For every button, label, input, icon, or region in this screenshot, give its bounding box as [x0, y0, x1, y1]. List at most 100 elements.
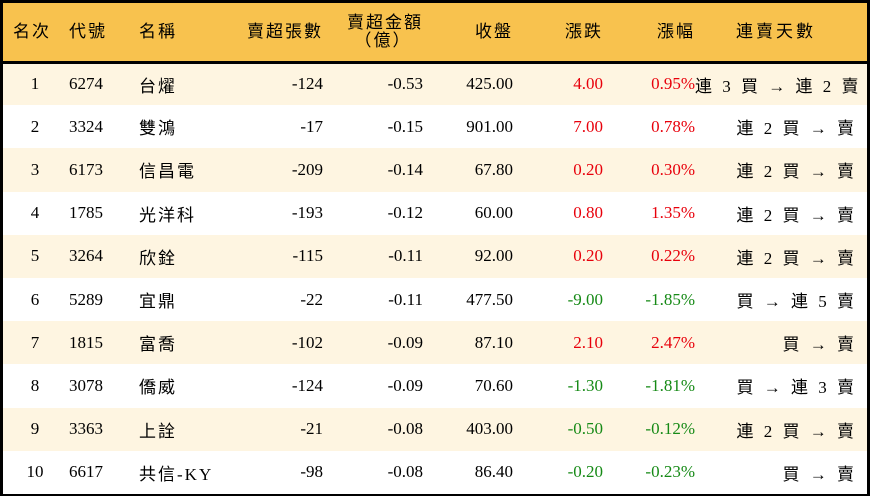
cell-change-pct: -1.85% [645, 289, 695, 309]
net-sell-ranking-table: 名次 代號 名稱 賣超張數 賣超金額 （億） 收盤 漲跌 漲幅 連賣天數 1 62… [3, 3, 867, 494]
cell-name: 光洋科 [139, 205, 196, 225]
cell-code: 6173 [69, 159, 103, 179]
cell-rank: 1 [30, 74, 40, 94]
cell-change: -9.00 [567, 289, 603, 309]
cell-code: 1785 [69, 203, 103, 223]
cell-code: 3324 [69, 116, 103, 136]
cell-net-sell-amount: -0.11 [388, 289, 423, 309]
table-row[interactable]: 1 6274 台燿 -124 -0.53 425.00 4.00 0.95% 連 3 買 → 連… [3, 62, 867, 106]
cell-change: 0.20 [573, 159, 603, 179]
cell-code: 1815 [69, 332, 103, 352]
cell-name: 共信-KY [139, 464, 214, 484]
header-code: 代號 [69, 21, 107, 41]
cell-streak: 連 2 買 → 賣 [736, 205, 857, 225]
header-net-sell-amount-line2: （億） [354, 30, 412, 50]
cell-close: 425.00 [466, 74, 513, 94]
cell-rank: 2 [30, 116, 40, 136]
cell-change-pct: 0.30% [651, 159, 695, 179]
header-change: 漲跌 [565, 21, 603, 41]
cell-code: 3363 [69, 419, 103, 439]
cell-rank: 9 [30, 419, 40, 439]
table-row[interactable]: 4 1785 光洋科 -193 -0.12 60.00 0.80 1.35% 連 2 買 → 賣 [3, 191, 867, 235]
table-row[interactable]: 3 6173 信昌電 -209 -0.14 67.80 0.20 0.30% 連 2 買 → 賣 [3, 148, 867, 192]
cell-change: -1.30 [567, 375, 603, 395]
cell-net-sell-amount: -0.09 [387, 332, 423, 352]
cell-net-sell-amount: -0.15 [387, 116, 423, 136]
cell-name: 欣銓 [139, 248, 177, 268]
table-row[interactable]: 6 5289 宜鼎 -22 -0.11 477.50 -9.00 -1.85% 買 → 連 5 … [3, 277, 867, 322]
cell-code: 5289 [69, 289, 103, 309]
cell-net-sell-lots: -102 [291, 332, 323, 352]
cell-close: 477.50 [466, 289, 513, 309]
cell-close: 403.00 [466, 419, 513, 439]
cell-rank: 3 [30, 159, 40, 179]
cell-net-sell-lots: -98 [300, 462, 323, 482]
cell-streak: 連 2 買 → 賣 [736, 119, 857, 139]
cell-change-pct: -1.81% [645, 375, 695, 395]
cell-streak: 連 3 買 → 連 2 賣 [695, 76, 862, 96]
cell-change-pct: -0.12% [645, 419, 695, 439]
cell-net-sell-amount: -0.53 [387, 74, 423, 94]
cell-code: 6274 [69, 74, 103, 94]
cell-net-sell-amount: -0.08 [387, 462, 423, 482]
cell-streak: 買 → 連 3 賣 [736, 378, 857, 398]
header-net-sell-amount-line1: 賣超金額 [347, 12, 423, 32]
cell-name: 宜鼎 [139, 292, 177, 312]
cell-change-pct: 1.35% [651, 203, 695, 223]
cell-rank: 4 [30, 203, 40, 223]
header-net-sell-amount: 賣超金額 （億） [323, 3, 423, 62]
cell-rank: 5 [30, 246, 40, 266]
cell-close: 67.80 [474, 159, 513, 179]
table-row[interactable]: 2 3324 雙鴻 -17 -0.15 901.00 7.00 0.78% 連 2 買 → 賣 [3, 105, 867, 149]
cell-net-sell-amount: -0.12 [387, 203, 423, 223]
cell-net-sell-amount: -0.08 [387, 419, 423, 439]
cell-change-pct: 0.78% [651, 116, 695, 136]
cell-change-pct: 0.95% [651, 74, 695, 94]
header-net-sell-lots: 賣超張數 [247, 21, 323, 41]
header-rank: 名次 [13, 21, 51, 41]
cell-net-sell-lots: -124 [291, 74, 323, 94]
cell-streak: 買 → 賣 [782, 335, 857, 355]
table-row[interactable]: 9 3363 上詮 -21 -0.08 403.00 -0.50 -0.12% 連 2 買 → … [3, 407, 867, 451]
table-row[interactable]: 5 3264 欣銓 -115 -0.11 92.00 0.20 0.22% 連 2 買 → 賣 [3, 234, 867, 278]
cell-net-sell-amount: -0.14 [387, 159, 423, 179]
cell-change: 0.20 [573, 246, 603, 266]
cell-rank: 7 [30, 332, 40, 352]
cell-net-sell-amount: -0.11 [388, 246, 423, 266]
cell-change: 0.80 [573, 203, 603, 223]
header-row: 名次 代號 名稱 賣超張數 賣超金額 （億） 收盤 漲跌 漲幅 連賣天數 [3, 3, 867, 62]
cell-change: 7.00 [573, 116, 603, 136]
cell-name: 台燿 [139, 76, 177, 96]
header-name: 名稱 [139, 21, 177, 41]
cell-streak: 連 2 買 → 賣 [736, 248, 857, 268]
table-row[interactable]: 10 6617 共信-KY -98 -0.08 86.40 -0.20 -0.23% 買 → 賣 [3, 450, 867, 494]
table-row[interactable]: 7 1815 富喬 -102 -0.09 87.10 2.10 2.47% 買 → 賣 [3, 321, 867, 365]
cell-name: 信昌電 [139, 162, 196, 182]
cell-net-sell-lots: -209 [291, 159, 323, 179]
cell-net-sell-lots: -17 [300, 116, 323, 136]
cell-name: 富喬 [139, 335, 177, 355]
cell-rank: 8 [30, 375, 40, 395]
cell-net-sell-lots: -115 [292, 246, 323, 266]
cell-rank: 10 [26, 462, 44, 482]
cell-code: 3264 [69, 246, 103, 266]
cell-net-sell-lots: -124 [291, 375, 323, 395]
table-body: 1 6274 台燿 -124 -0.53 425.00 4.00 0.95% 連 3 買 → 連… [3, 62, 867, 494]
cell-close: 92.00 [474, 246, 513, 266]
cell-rank: 6 [30, 289, 40, 309]
cell-net-sell-lots: -22 [300, 289, 323, 309]
cell-change: 4.00 [573, 74, 603, 94]
table-row[interactable]: 8 3078 僑威 -124 -0.09 70.60 -1.30 -1.81% 買 → 連 3 … [3, 364, 867, 408]
cell-streak: 連 2 買 → 賣 [736, 421, 857, 441]
cell-close: 87.10 [474, 332, 513, 352]
cell-code: 6617 [69, 462, 103, 482]
cell-streak: 連 2 買 → 賣 [736, 162, 857, 182]
cell-change: -0.50 [567, 419, 603, 439]
cell-change-pct: 2.47% [651, 332, 695, 352]
cell-streak: 買 → 賣 [782, 464, 857, 484]
cell-net-sell-lots: -193 [291, 203, 323, 223]
table-header: 名次 代號 名稱 賣超張數 賣超金額 （億） 收盤 漲跌 漲幅 連賣天數 [3, 3, 867, 62]
cell-close: 86.40 [474, 462, 513, 482]
cell-close: 60.00 [474, 203, 513, 223]
